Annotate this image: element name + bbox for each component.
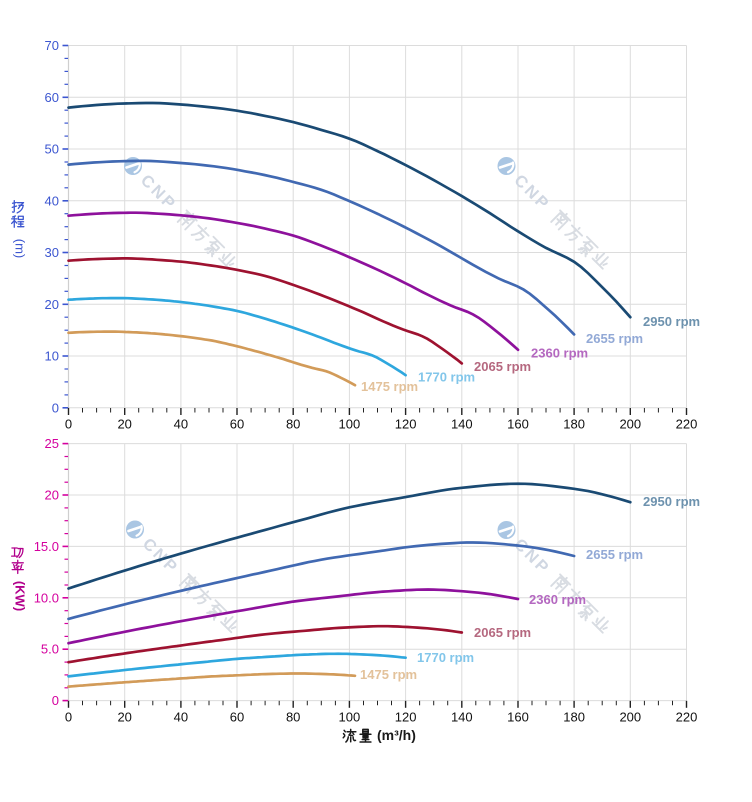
- svg-text:70: 70: [45, 38, 59, 53]
- svg-text:2655 rpm: 2655 rpm: [586, 331, 643, 346]
- svg-text:100: 100: [339, 709, 361, 724]
- svg-text:180: 180: [563, 709, 585, 724]
- svg-text:50: 50: [45, 142, 59, 157]
- svg-text:2950 rpm: 2950 rpm: [643, 314, 700, 329]
- svg-text:200: 200: [619, 709, 641, 724]
- svg-text:0: 0: [52, 400, 59, 415]
- svg-text:10: 10: [45, 349, 59, 364]
- svg-text:160: 160: [507, 709, 529, 724]
- svg-text:2360 rpm: 2360 rpm: [529, 592, 586, 607]
- svg-text:20: 20: [45, 488, 59, 503]
- svg-text:0: 0: [65, 416, 72, 431]
- svg-text:30: 30: [45, 245, 59, 260]
- svg-text:180: 180: [563, 416, 585, 431]
- svg-text:1475 rpm: 1475 rpm: [361, 379, 418, 394]
- svg-text:100: 100: [339, 416, 361, 431]
- svg-text:15.0: 15.0: [34, 539, 59, 554]
- svg-text:120: 120: [395, 709, 417, 724]
- svg-text:140: 140: [451, 416, 473, 431]
- svg-text:(m): (m): [13, 239, 28, 259]
- svg-text:0: 0: [52, 693, 59, 708]
- svg-text:2655 rpm: 2655 rpm: [586, 547, 643, 562]
- svg-text:40: 40: [45, 193, 59, 208]
- svg-text:1475 rpm: 1475 rpm: [360, 667, 417, 682]
- svg-text:160: 160: [507, 416, 529, 431]
- svg-text:40: 40: [174, 416, 188, 431]
- svg-text:140: 140: [451, 709, 473, 724]
- svg-text:0: 0: [65, 709, 72, 724]
- svg-text:220: 220: [676, 709, 698, 724]
- svg-text:25: 25: [45, 436, 59, 451]
- svg-text:10.0: 10.0: [34, 590, 59, 605]
- svg-text:2065 rpm: 2065 rpm: [474, 625, 531, 640]
- svg-text:20: 20: [117, 416, 131, 431]
- svg-text:200: 200: [619, 416, 641, 431]
- svg-text:40: 40: [174, 709, 188, 724]
- svg-text:(m³/h): (m³/h): [377, 727, 416, 743]
- svg-text:5.0: 5.0: [41, 642, 59, 657]
- svg-text:1770 rpm: 1770 rpm: [418, 370, 475, 385]
- svg-text:2065 rpm: 2065 rpm: [474, 359, 531, 374]
- svg-text:60: 60: [45, 90, 59, 105]
- svg-text:1770 rpm: 1770 rpm: [417, 650, 474, 665]
- svg-text:80: 80: [286, 709, 300, 724]
- svg-text:20: 20: [45, 297, 59, 312]
- svg-text:60: 60: [230, 709, 244, 724]
- svg-text:20: 20: [117, 709, 131, 724]
- svg-text:220: 220: [676, 416, 698, 431]
- svg-text:60: 60: [230, 416, 244, 431]
- svg-text:2950 rpm: 2950 rpm: [643, 494, 700, 509]
- svg-text:120: 120: [395, 416, 417, 431]
- svg-text:(KW): (KW): [13, 581, 28, 611]
- svg-text:80: 80: [286, 416, 300, 431]
- svg-text:2360 rpm: 2360 rpm: [531, 346, 588, 361]
